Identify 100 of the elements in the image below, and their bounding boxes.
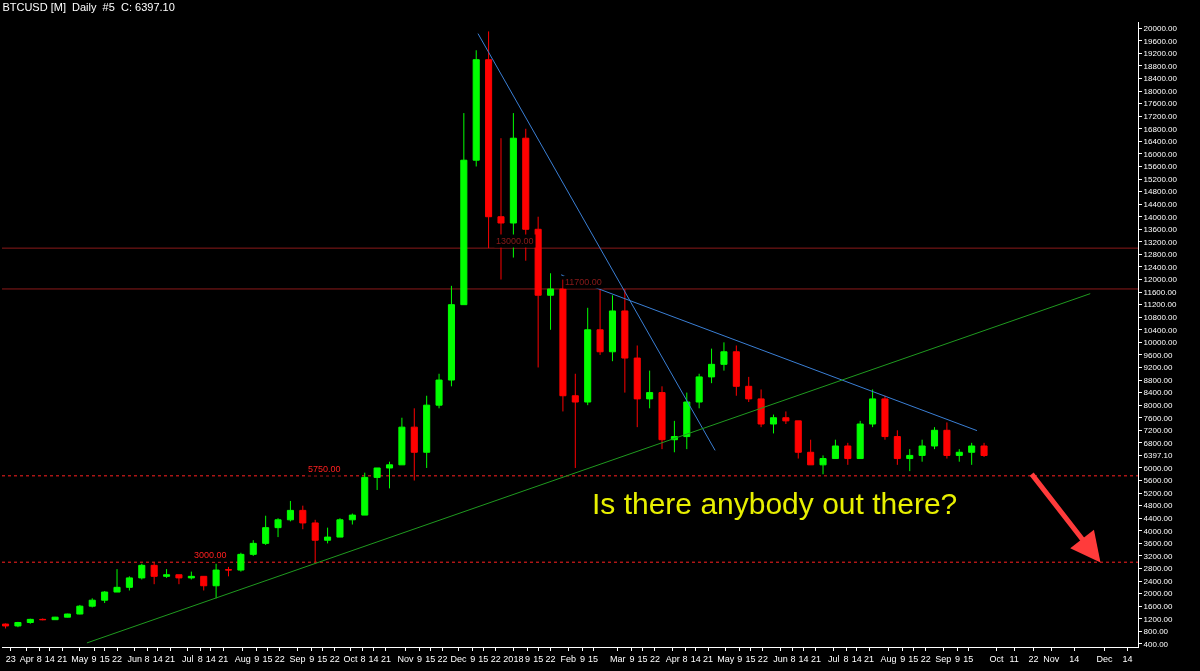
candlestick xyxy=(906,448,914,472)
y-tick-label: 8400.00 xyxy=(1143,388,1174,398)
x-tick-label: Aug xyxy=(880,653,897,664)
x-tick-label: 9 xyxy=(629,653,635,664)
candlestick xyxy=(212,563,220,599)
x-tick-label: Nov xyxy=(397,653,414,664)
y-tick-label: 2800.00 xyxy=(1143,564,1174,574)
x-tick-label: Jun xyxy=(773,653,788,664)
candlestick xyxy=(980,442,988,458)
x-tick-label: 15 xyxy=(533,653,544,664)
candlestick xyxy=(200,575,208,591)
candlestick xyxy=(968,442,976,466)
candlestick xyxy=(423,395,431,469)
candlestick xyxy=(683,392,691,450)
candlestick xyxy=(708,348,716,384)
candlestick xyxy=(361,472,369,516)
y-tick-label: 16800.00 xyxy=(1143,124,1178,134)
x-tick-label: Apr xyxy=(665,653,680,664)
x-tick-label: 8 xyxy=(144,653,150,664)
y-tick-label: 12800.00 xyxy=(1143,250,1178,260)
candlestick xyxy=(262,515,270,546)
x-tick-label: 14 xyxy=(44,653,55,664)
candlestick xyxy=(435,373,443,409)
y-tick-label: 14800.00 xyxy=(1143,187,1178,197)
candlestick xyxy=(720,341,728,372)
x-tick-label: Sep xyxy=(935,653,952,664)
y-tick-label: 400.00 xyxy=(1143,639,1169,649)
y-tick-label: 11200.00 xyxy=(1143,300,1177,310)
candlestick xyxy=(608,294,616,362)
candlestick xyxy=(856,420,864,460)
candlestick xyxy=(571,373,579,469)
x-tick-label: 15 xyxy=(908,653,919,664)
x-tick-label: 14 xyxy=(798,653,809,664)
candlestick xyxy=(596,288,604,356)
y-tick-label: 12400.00 xyxy=(1143,262,1178,272)
x-tick-label: 8 xyxy=(360,653,366,664)
ref-line-label: 11700.00 xyxy=(565,277,602,287)
x-tick-label: 9 xyxy=(254,653,260,664)
x-tick-label: 9 xyxy=(309,653,315,664)
x-tick-label: 22 xyxy=(757,653,768,664)
x-tick-label: May xyxy=(717,653,735,664)
candlestick xyxy=(14,621,22,628)
x-tick-label: 9 xyxy=(955,653,961,664)
y-tick-label: 10000.00 xyxy=(1143,338,1178,348)
candlestick xyxy=(76,604,84,615)
candlestick xyxy=(224,566,233,577)
x-tick-label: 14 xyxy=(1069,653,1080,664)
candlestick xyxy=(460,112,468,306)
candlestick xyxy=(807,439,815,466)
x-tick-label: 2018 xyxy=(503,653,524,664)
x-tick-label: 15 xyxy=(963,653,974,664)
candlestick xyxy=(621,288,629,394)
x-tick-label: 8 xyxy=(843,653,849,664)
candlestick xyxy=(633,344,641,428)
x-tick-label: 22 xyxy=(274,653,285,664)
x-tick-label: 22 xyxy=(490,653,501,664)
x-tick-label: 21 xyxy=(57,653,68,664)
candlestick xyxy=(547,272,555,331)
y-tick-label: 12000.00 xyxy=(1143,275,1178,285)
candlestick xyxy=(559,279,567,412)
x-tick-label: 14 xyxy=(368,653,379,664)
candlestick xyxy=(237,552,245,573)
candlestick xyxy=(274,517,282,538)
y-tick-label: 3600.00 xyxy=(1143,539,1174,549)
y-tick-label: 8800.00 xyxy=(1143,375,1174,385)
x-tick-label: 22 xyxy=(649,653,660,664)
x-tick-label: Mar xyxy=(610,653,626,664)
y-tick-label: 1200.00 xyxy=(1143,614,1174,624)
y-tick-label: 1600.00 xyxy=(1143,601,1174,611)
y-tick-label: 4800.00 xyxy=(1143,501,1174,511)
candlestick xyxy=(138,563,146,580)
y-tick-label: 19200.00 xyxy=(1143,49,1178,59)
x-tick-label: 21 xyxy=(380,653,391,664)
candlestick xyxy=(150,561,158,585)
x-tick-label: 15 xyxy=(478,653,489,664)
y-tick-label: 15600.00 xyxy=(1143,162,1178,172)
candlestick xyxy=(745,376,753,403)
candlestick xyxy=(336,517,344,538)
y-tick-label: 18000.00 xyxy=(1143,86,1178,96)
x-tick-label: 21 xyxy=(165,653,176,664)
candlestick xyxy=(769,414,778,434)
y-tick-label: 15200.00 xyxy=(1143,174,1178,184)
candlestick xyxy=(869,388,877,428)
x-tick-label: 21 xyxy=(810,653,821,664)
candlestick xyxy=(187,571,195,580)
x-tick-label: Nov xyxy=(1043,653,1060,664)
x-tick-label: Jul xyxy=(827,653,840,664)
x-tick-label: Aug xyxy=(234,653,251,664)
x-tick-label: 9 xyxy=(737,653,743,664)
y-tick-label: 4400.00 xyxy=(1143,514,1174,524)
candlestick xyxy=(930,426,939,450)
y-tick-label: 800.00 xyxy=(1143,627,1169,637)
y-tick-label: 7600.00 xyxy=(1143,413,1174,423)
y-tick-label: 14000.00 xyxy=(1143,212,1178,222)
y-tick-label: 8000.00 xyxy=(1143,400,1174,410)
candlestick xyxy=(113,568,121,593)
x-tick-label: 15 xyxy=(425,653,436,664)
candlestick xyxy=(918,439,926,463)
x-tick-label: Dec xyxy=(450,653,468,664)
candlestick xyxy=(658,385,666,450)
